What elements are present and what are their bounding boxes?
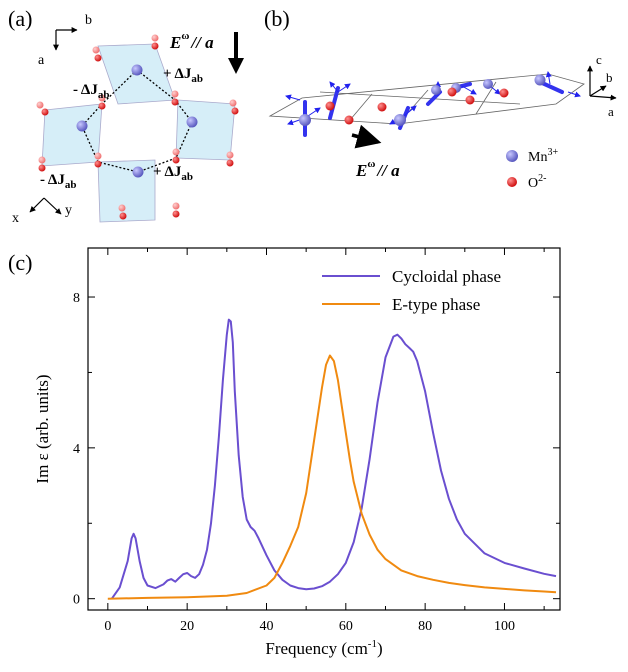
y-tick-label: 4 [73,442,80,457]
panel-c: (c) 0 20 40 60 80 100 0 4 8 Frequency (cm-1) Im ε … [8,247,561,658]
legend-mn-marker [506,150,518,162]
axis-x-label: x [12,211,19,226]
legend-mn-label: Mn3+ [528,147,558,165]
axis-a-label-b: a [608,104,614,119]
oxygen-atoms [36,34,239,220]
y-tick-label: 0 [73,593,80,608]
o-atoms-b [325,87,509,125]
legend-label: E-type phase [392,295,480,314]
y-tick-label: 8 [73,291,80,306]
series-line-cycloidal [110,318,557,600]
octahedron-bottom [97,159,156,223]
spectrum-chart: 0 20 40 60 80 100 0 4 8 Frequency (cm-1) Im ε (arb… [33,247,561,658]
axes-xy-indicator: x y [12,197,72,226]
plot-frame [87,247,561,611]
mn-atoms [76,64,198,178]
field-label-b: Eω// a [355,158,400,180]
axis-y-label: y [65,203,72,218]
field-label-a: Eω// a [169,30,214,52]
legend-o-marker [507,177,517,187]
legend-o-label: O2- [528,173,546,191]
panel-a-label: (a) [8,6,32,31]
series-line-e-type [107,354,557,600]
x-tick-label: 20 [180,619,194,634]
axes-ab-indicator: b a [38,13,92,68]
axes-cba-indicator: c b a [587,52,617,119]
octahedron-right [175,99,236,161]
panel-c-label: (c) [8,250,32,275]
axis-b-label-b: b [606,70,613,85]
panel-a: (a) b a x y [8,6,244,226]
x-axis-label: Frequency (cm-1) [265,638,382,658]
atom-legend: Mn3+ O2- [506,147,558,191]
axis-a-label: a [38,53,45,68]
panel-b: (b) [264,6,617,191]
x-tick-label: 40 [259,619,273,634]
mn-atoms-b [299,74,546,126]
coupling-label: + ΔJab [153,164,193,183]
y-axis-label: Im ε (arb. units) [33,374,52,483]
axis-b-label: b [85,13,92,28]
x-tick-label: 100 [494,619,515,634]
legend-label: Cycloidal phase [392,267,501,286]
coupling-labels: - ΔJab + ΔJab - ΔJab + ΔJab [40,66,203,191]
field-arrow-down-icon [228,32,244,74]
coupling-label: - ΔJab [73,82,109,101]
x-tick-label: 80 [418,619,432,634]
x-tick-label: 0 [104,619,111,634]
axis-c-label: c [596,52,602,67]
x-tick-label: 60 [339,619,353,634]
panel-b-label: (b) [264,6,290,31]
coupling-label: - ΔJab [40,172,76,191]
field-arrow-right-icon [351,124,382,149]
coupling-label: + ΔJab [163,66,203,85]
